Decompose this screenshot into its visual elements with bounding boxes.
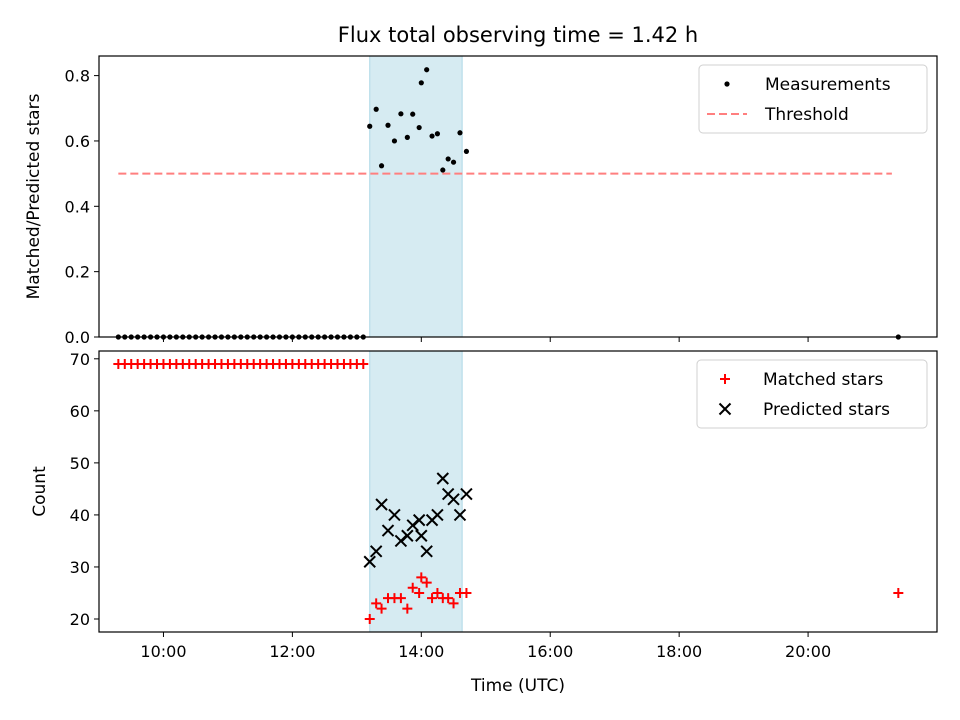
legend-box [698, 64, 928, 134]
data-point [418, 80, 424, 86]
y-tick-label: 0.4 [65, 197, 90, 216]
x-tick-label: 18:00 [656, 642, 702, 661]
data-point [416, 572, 427, 583]
legend: Measurements Threshold [698, 64, 928, 134]
legend-item: Measurements [724, 75, 891, 95]
data-point [461, 587, 472, 598]
data-point [373, 106, 379, 112]
legend: Matched stars Predicted stars [696, 359, 928, 429]
data-point [401, 529, 414, 542]
data-point [412, 513, 426, 527]
data-point [445, 156, 451, 162]
y-tick-label: 20 [70, 610, 90, 629]
x-tick-label: 20:00 [785, 642, 831, 661]
data-point [367, 123, 373, 129]
data-point [429, 133, 435, 139]
x-tick-label: 12:00 [269, 642, 315, 661]
data-point [427, 593, 438, 604]
x-axis-label: Time (UTC) [470, 676, 565, 696]
data-point [420, 545, 433, 558]
data-point [376, 603, 387, 614]
data-point [407, 582, 418, 593]
x-tick-label: 16:00 [527, 642, 573, 661]
top-panel: 0.0 0.2 0.4 0.6 0.8 Matched/Predicted stars Me… [24, 55, 938, 347]
data-point [398, 111, 404, 117]
data-point [893, 587, 904, 598]
data-point [371, 598, 382, 609]
data-point [463, 148, 470, 155]
data-point [369, 545, 383, 558]
data-point [447, 493, 460, 506]
data-point [432, 587, 443, 598]
y-tick-label: 0.8 [65, 67, 90, 86]
y-tick-label: 30 [70, 558, 90, 577]
data-point [457, 130, 463, 136]
y-tick-label: 40 [70, 506, 90, 525]
data-point [381, 524, 395, 537]
chart-title: Flux total observing time = 1.42 h [338, 23, 698, 47]
data-point [448, 598, 459, 609]
data-point [424, 67, 430, 73]
shaded-span [369, 350, 463, 633]
data-point [460, 487, 473, 501]
data-point [358, 359, 369, 370]
y-tick-label: 0.2 [65, 263, 90, 282]
data-point [364, 613, 375, 624]
data-point [402, 603, 413, 614]
y-tick-label: 0.0 [65, 328, 90, 347]
data-point [388, 508, 401, 522]
legend-item: Threshold [707, 105, 849, 125]
legend-item: Matched stars [720, 370, 883, 390]
y-axis-label: Matched/Predicted stars [24, 93, 44, 299]
y-tick-label: 0.6 [65, 132, 90, 151]
legend-label: Measurements [765, 75, 891, 95]
data-point [415, 529, 428, 542]
axes-frame [98, 350, 938, 633]
data-point [378, 163, 385, 169]
shaded-span [369, 55, 463, 338]
legend-marker [720, 374, 730, 384]
data-point [421, 577, 432, 588]
data-point [395, 593, 406, 604]
data-point [391, 138, 398, 144]
legend-item: Predicted stars [718, 400, 890, 420]
data-point [410, 111, 416, 117]
x-tick-label: 10:00 [140, 642, 186, 661]
series-matched-stars [113, 359, 904, 624]
legend-label: Predicted stars [763, 400, 890, 420]
data-point [385, 122, 391, 128]
data-point [414, 587, 425, 598]
legend-label: Threshold [764, 105, 849, 125]
legend-marker [718, 402, 732, 416]
y-tick-label: 50 [70, 454, 90, 473]
data-point [434, 131, 441, 137]
data-point [440, 167, 446, 173]
x-tick-label: 14:00 [398, 642, 444, 661]
y-tick-label: 70 [70, 350, 90, 369]
bottom-panel: 20 30 40 50 60 70 10:00 12:00 14:00 16:00 18:00 20:… [30, 350, 938, 696]
axes-frame [98, 55, 938, 338]
data-point [436, 472, 450, 485]
legend-box [696, 359, 928, 429]
legend-marker [724, 81, 730, 87]
data-point [450, 159, 457, 165]
data-point [443, 593, 454, 604]
legend-label: Matched stars [763, 370, 883, 390]
data-point [404, 134, 410, 140]
data-point [416, 124, 422, 131]
data-point [363, 555, 376, 568]
series-predicted-stars [363, 472, 473, 568]
data-point [375, 498, 388, 511]
data-point [431, 508, 444, 522]
data-point [453, 508, 467, 522]
y-axis-label: Count [30, 466, 50, 517]
y-tick-label: 60 [70, 402, 90, 421]
